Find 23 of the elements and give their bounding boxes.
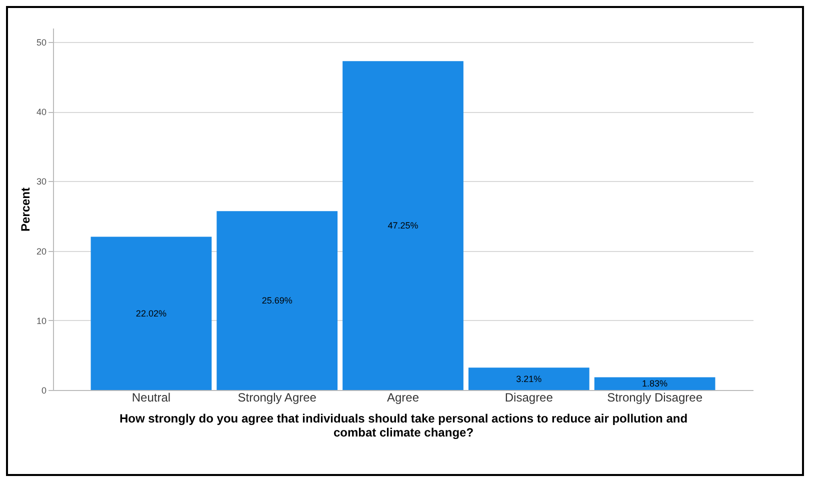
bar (342, 61, 464, 390)
bar (594, 377, 716, 390)
y-tick-label: 50 (36, 37, 46, 48)
y-tick-label: 30 (36, 176, 46, 187)
x-tick-label: Strongly Agree (238, 390, 317, 404)
x-tick-label: Agree (386, 390, 420, 404)
bar (90, 236, 212, 390)
data-label: 1.83% (642, 378, 668, 389)
x-tick-label: Neutral (132, 390, 171, 404)
bar (468, 368, 590, 390)
y-axis-title: Percent (18, 187, 32, 232)
y-tick-label: 40 (36, 107, 46, 118)
data-label: 3.21% (516, 374, 542, 384)
data-label: 22.02% (136, 308, 166, 318)
bar (216, 211, 338, 390)
y-tick-label: 20 (36, 246, 46, 256)
data-label: 25.69% (262, 296, 292, 306)
x-tick-label: Strongly Disagree (607, 390, 703, 404)
y-tick-label: 0 (41, 386, 46, 396)
data-label: 47.25% (388, 220, 418, 231)
x-tick-label: Disagree (504, 390, 554, 404)
x-axis-title: How strongly do you agree that individuals should take personal actions to reduce air pollution and combat climate change? (119, 412, 688, 440)
y-tick-label: 10 (36, 316, 46, 326)
